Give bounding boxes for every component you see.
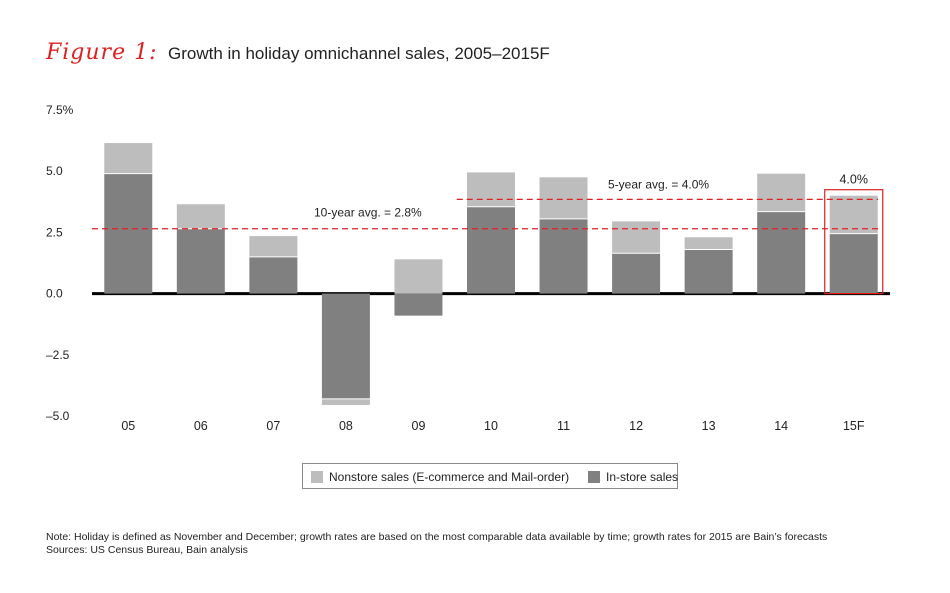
bar-instore-13	[684, 249, 733, 294]
x-tick-label-07: 07	[266, 419, 280, 433]
bars	[104, 143, 878, 405]
bar-instore-12	[612, 253, 661, 294]
bar-nonstore-05	[104, 143, 153, 174]
bar-instore-09	[394, 293, 443, 316]
x-tick-label-12: 12	[629, 419, 643, 433]
category-labels: 05 06 07 08 09 10 11 12 13 14 15F	[121, 419, 865, 433]
footnotes: Note: Holiday is defined as November and…	[46, 531, 827, 557]
legend-label-nonstore: Nonstore sales (E-commerce and Mail-orde…	[329, 470, 570, 484]
y-tick-label: –5.0	[46, 409, 70, 423]
x-tick-label-15f: 15F	[843, 419, 865, 433]
bar-instore-07	[249, 256, 298, 294]
bar-nonstore-09	[394, 259, 443, 294]
sources-text: Sources: US Census Bureau, Bain analysis	[46, 544, 248, 556]
reference-label-10-year: 10-year avg. = 2.8%	[314, 206, 422, 220]
forecast-highlight-box	[824, 189, 884, 295]
bar-nonstore-11	[539, 177, 588, 219]
bar-instore-11	[539, 218, 588, 294]
chart-title: Growth in holiday omnichannel sales, 200…	[168, 44, 550, 63]
legend-swatch-instore	[588, 471, 600, 483]
chart-legend: Nonstore sales (E-commerce and Mail-orde…	[302, 463, 678, 489]
legend-swatch-nonstore	[311, 471, 323, 483]
x-tick-label-14: 14	[774, 419, 788, 433]
y-tick-label: 5.0	[46, 164, 63, 178]
x-tick-label-05: 05	[121, 419, 135, 433]
bar-nonstore-15f	[829, 195, 878, 234]
legend-label-instore: In-store sales	[606, 470, 679, 484]
reference-label-5-year: 5-year avg. = 4.0%	[608, 177, 709, 191]
figure-label: Figure 1:	[46, 40, 158, 65]
bar-instore-14	[757, 211, 806, 294]
bar-instore-05	[104, 173, 153, 294]
y-tick-label: 0.0	[46, 287, 63, 301]
bar-instore-08	[321, 293, 370, 399]
y-tick-label: 7.5%	[46, 103, 74, 117]
x-tick-label-09: 09	[412, 419, 426, 433]
bar-nonstore-07	[249, 236, 298, 257]
bar-instore-06	[176, 228, 225, 294]
bar-nonstore-08	[321, 398, 370, 405]
x-tick-label-06: 06	[194, 419, 208, 433]
bar-nonstore-12	[612, 221, 661, 254]
bar-nonstore-13	[684, 237, 733, 250]
x-tick-label-10: 10	[484, 419, 498, 433]
bar-nonstore-06	[176, 204, 225, 229]
x-tick-label-13: 13	[702, 419, 716, 433]
y-axis-ticks: 7.5% 5.0 2.5 0.0 –2.5 –5.0	[46, 103, 890, 423]
note-text: Note: Holiday is defined as November and…	[46, 531, 828, 543]
x-tick-label-08: 08	[339, 419, 353, 433]
bar-nonstore-10	[467, 172, 515, 207]
y-tick-label: 2.5	[46, 225, 63, 239]
y-tick-label: –2.5	[46, 348, 70, 362]
bar-instore-15f	[829, 233, 878, 294]
reference-lines: 10-year avg. = 2.8% 5-year avg. = 4.0% 4.0…	[92, 173, 884, 295]
bar-instore-10	[467, 206, 515, 294]
forecast-value-label: 4.0%	[839, 173, 868, 187]
bar-chart: 7.5% 5.0 2.5 0.0 –2.5 –5.0 10-year avg. = 2.8…	[46, 103, 890, 433]
x-tick-label-11: 11	[557, 419, 570, 433]
bar-nonstore-14	[757, 173, 806, 212]
